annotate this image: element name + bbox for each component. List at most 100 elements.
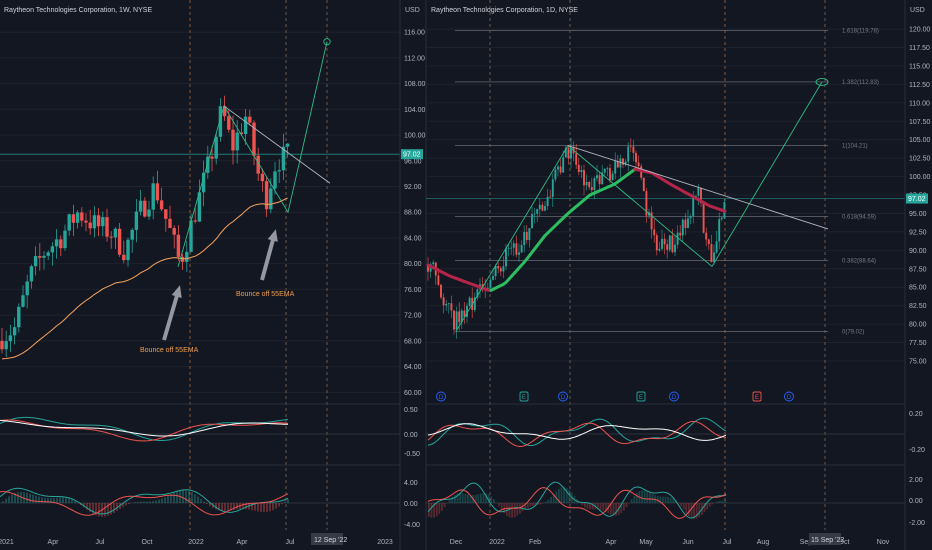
left-price-tick: 108.00 [404,81,426,88]
left-candle-body [151,183,155,210]
right-candle-body [510,247,513,249]
left-osc2-bar [194,494,196,503]
right-candle-body [437,275,440,285]
left-osc2-bar [197,496,199,503]
right-candle-body [666,244,669,250]
right-price-tick: 82.50 [909,303,927,310]
right-osc2-bar [693,503,695,519]
left-candle-body [33,256,38,267]
right-osc2-bar [506,503,508,516]
left-candle-body [277,170,281,172]
left-time-axis: 2021 Apr Jul Oct 2022 Apr Jul 2023 [0,539,393,546]
right-candle-body [577,164,580,172]
right-candle-body [674,244,676,253]
right-osc2-bar [539,503,542,505]
right-candle-body [689,216,692,219]
right-candle-body [494,266,497,277]
left-price-tick: 104.00 [404,107,426,114]
right-osc2-bar [521,503,524,512]
left-osc2-bar [152,501,154,503]
right-osc2-bar [524,503,526,510]
left-osc2-bar [41,497,43,503]
right-osc2-bar [448,499,451,503]
right-osc2-bar [555,491,558,503]
left-last-price-tag-bg [401,149,423,160]
left-osc2-bar [164,496,166,503]
left-osc2-bar [59,497,61,503]
right-osc2-bar [597,503,599,510]
right-candle-body [538,204,541,210]
left-osc2-bar [215,503,217,510]
right-osc2-bar [586,503,589,509]
right-candle-body [458,311,461,323]
right-osc2-bar [651,493,654,503]
right-osc2-bar [464,493,467,503]
right-date-box[interactable]: 15 Sep '22 [809,533,844,545]
right-fib-label: 1.618(119.78) [842,29,879,35]
right-osc2-bar [724,500,727,503]
left-osc2-bar [269,503,271,512]
right-time-label: Nov [877,539,890,546]
left-date-box[interactable]: 12 Sep '22 [311,533,347,545]
left-candle-body [80,212,84,221]
right-osc2-bar [672,498,675,503]
right-last-price-tag-bg [906,193,928,204]
right-osc2-bar [688,503,690,516]
right-chart-panel[interactable]: 1.618(119.78) 1.382(112.83) 1(104.21) 0.618… [425,0,931,550]
left-osc2-bar [245,503,247,510]
right-osc2-bar [620,503,623,514]
left-chart-panel[interactable]: Raytheon Technologies Corporation, 1W, N… [0,0,426,550]
left-osc2-bar [257,503,259,512]
left-time-label: Apr [237,539,249,546]
left-candle-body [172,227,176,235]
right-candle-body [497,266,500,269]
left-candle-body [285,143,290,147]
right-osc2-bar [604,503,607,512]
right-time-label: Jun [682,539,693,546]
right-candle-body [590,187,593,191]
left-arrow-1-head [171,285,182,298]
right-candle-body [655,235,658,251]
right-fib-label: 0.618(94.59) [842,214,876,220]
right-candle-body [585,182,588,186]
left-candle-body [281,146,286,171]
left-candle-body [29,266,34,282]
right-osc2-bar [480,493,482,503]
left-osc2-bar [218,503,220,511]
right-osc2-bar [477,494,480,503]
right-currency-label: USD [910,7,925,14]
right-candle-body [505,248,507,267]
left-osc2-bar [224,503,226,511]
right-oscillator-2 [426,481,905,519]
right-candle-body [533,213,536,215]
left-osc2-bar [182,489,184,503]
left-price-tick: 100.00 [404,133,426,140]
right-osc2-bar [698,503,701,518]
left-price-tick: 92.00 [404,184,422,191]
right-candle-body [603,168,606,173]
right-osc2-bar [537,503,539,506]
right-candle-body [507,247,510,249]
right-time-label: Aug [757,539,770,546]
left-osc2-bar [161,498,163,503]
left-time-label: Jul [96,539,105,546]
right-osc2-bar [656,496,659,503]
left-candle-body [168,218,172,228]
right-osc2-tick: -2.00 [909,520,925,527]
right-candle-body [650,212,653,230]
left-osc2-tick: 4.00 [404,480,418,487]
left-osc2-bar [2,501,4,503]
right-osc2-bar [711,503,714,505]
right-osc2-bar [615,503,617,516]
left-osc2-bar [5,498,7,503]
left-candle-body [109,236,113,238]
right-osc2-bar [526,503,529,508]
left-osc2-tick: 0.00 [404,501,418,508]
left-resistance-line [223,105,331,184]
right-candle-body [455,311,458,330]
right-candle-body [710,244,713,262]
left-osc2-bar [137,501,139,503]
right-candle-body [536,209,539,214]
left-candle-body [176,234,181,257]
